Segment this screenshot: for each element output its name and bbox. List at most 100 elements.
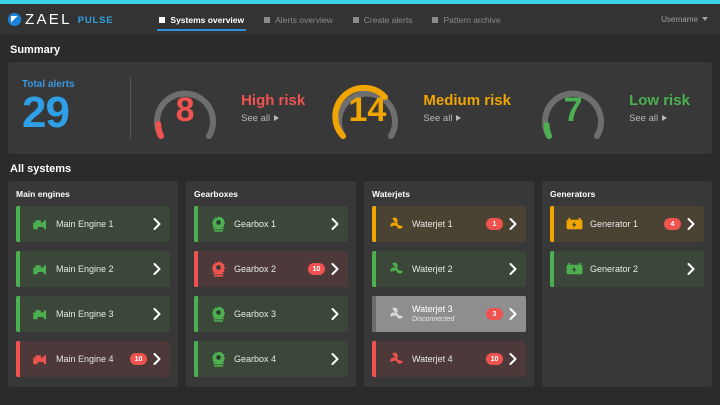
systems-column: Waterjets Waterjet 1 1 Waterjet 2 Waterjet 3… xyxy=(364,181,534,387)
nav-label: Pattern archive xyxy=(443,14,501,25)
propeller-icon xyxy=(382,261,410,278)
see-all-high-risk[interactable]: See all xyxy=(241,113,305,124)
generator-icon xyxy=(560,262,588,277)
status-bar xyxy=(194,296,198,332)
system-row-text: Generator 2 xyxy=(588,264,687,274)
system-row-label: Gearbox 1 xyxy=(234,218,277,229)
alert-count-badge: 10 xyxy=(130,353,147,365)
summary-panel: Total alerts 29 8 High risk See all xyxy=(8,62,712,154)
system-row-text: Gearbox 4 xyxy=(232,354,331,364)
risk-item-medium: 14 Medium risk See all xyxy=(321,72,511,144)
system-row[interactable]: Gearbox 1 xyxy=(194,206,348,242)
chevron-right-icon[interactable] xyxy=(153,308,162,320)
systems-column-title: Gearboxes xyxy=(194,189,238,199)
chevron-right-icon[interactable] xyxy=(687,218,696,230)
app-logo[interactable]: ZAEL PULSE xyxy=(8,11,113,28)
alert-count-badge: 10 xyxy=(486,353,503,365)
status-bar xyxy=(16,341,20,377)
status-bar xyxy=(372,206,376,242)
square-bullet-icon xyxy=(159,16,166,23)
system-row[interactable]: Gearbox 3 xyxy=(194,296,348,332)
system-row[interactable]: Waterjet 4 10 xyxy=(372,341,526,377)
system-row[interactable]: Gearbox 2 10 xyxy=(194,251,348,287)
chevron-right-icon[interactable] xyxy=(331,263,340,275)
system-row[interactable]: Generator 2 xyxy=(550,251,704,287)
square-bullet-icon xyxy=(264,16,271,23)
engine-icon xyxy=(26,351,54,367)
see-all-low-risk[interactable]: See all xyxy=(629,113,690,124)
main-nav: Systems overview Alerts overview Create … xyxy=(149,8,510,31)
chevron-right-icon[interactable] xyxy=(509,308,518,320)
system-row-text: Waterjet 3 Disconnected xyxy=(410,304,486,323)
chevron-right-icon[interactable] xyxy=(509,218,518,230)
nav-item-pattern-archive[interactable]: Pattern archive xyxy=(422,8,510,31)
total-alerts-value: 29 xyxy=(22,88,70,138)
square-bullet-icon xyxy=(352,16,359,23)
risk-gauges: 8 High risk See all 14 xyxy=(131,72,698,144)
nav-item-alerts-overview[interactable]: Alerts overview xyxy=(254,8,343,31)
gearbox-icon xyxy=(204,215,232,233)
system-row[interactable]: Generator 1 4 xyxy=(550,206,704,242)
system-row[interactable]: Waterjet 2 xyxy=(372,251,526,287)
chevron-right-icon[interactable] xyxy=(331,218,340,230)
status-bar xyxy=(16,251,20,287)
risk-item-high: 8 High risk See all xyxy=(139,72,305,144)
all-systems-title: All systems xyxy=(10,163,72,175)
gauge-low-risk-svg xyxy=(542,90,604,139)
triangle-right-icon xyxy=(274,115,280,122)
risk-label-high: High risk xyxy=(241,92,306,110)
user-menu[interactable]: Username xyxy=(661,15,712,24)
chevron-down-icon xyxy=(702,17,708,21)
chevron-right-icon[interactable] xyxy=(687,263,696,275)
triangle-right-icon xyxy=(662,115,668,122)
system-row-text: Main Engine 3 xyxy=(54,309,153,319)
chevron-right-icon[interactable] xyxy=(153,263,162,275)
gearbox-icon xyxy=(204,305,232,323)
system-row-text: Main Engine 2 xyxy=(54,264,153,274)
gauge-medium-risk-value: 14 xyxy=(348,90,387,129)
system-row[interactable]: Main Engine 1 xyxy=(16,206,170,242)
chevron-right-icon[interactable] xyxy=(153,353,162,365)
system-row[interactable]: Main Engine 3 xyxy=(16,296,170,332)
system-row[interactable]: Main Engine 2 xyxy=(16,251,170,287)
engine-icon xyxy=(26,261,54,277)
system-row-label: Waterjet 4 xyxy=(412,353,453,364)
system-row[interactable]: Main Engine 4 10 xyxy=(16,341,170,377)
alert-count-badge: 3 xyxy=(486,308,503,320)
propeller-icon xyxy=(382,216,410,233)
system-row-label: Waterjet 3 xyxy=(412,304,453,315)
triangle-right-icon xyxy=(456,115,462,122)
systems-grid: Main engines Main Engine 1 Main Engine 2 Ma… xyxy=(8,181,712,387)
gauge-high-risk-svg xyxy=(154,90,216,139)
system-row[interactable]: Waterjet 3 Disconnected 3 xyxy=(372,296,526,332)
zael-mark-icon xyxy=(8,12,21,26)
nav-label: Alerts overview xyxy=(275,14,333,25)
chevron-right-icon[interactable] xyxy=(331,353,340,365)
chevron-right-icon[interactable] xyxy=(509,353,518,365)
nav-item-create-alerts[interactable]: Create alerts xyxy=(343,8,423,31)
see-all-label: See all xyxy=(423,112,453,124)
chevron-right-icon[interactable] xyxy=(509,263,518,275)
nav-item-systems-overview[interactable]: Systems overview xyxy=(149,8,254,31)
system-row-text: Gearbox 2 xyxy=(232,264,308,274)
gauge-high-risk: 8 xyxy=(139,72,231,144)
status-bar xyxy=(372,296,376,332)
see-all-medium-risk[interactable]: See all xyxy=(423,113,511,124)
system-row[interactable]: Gearbox 4 xyxy=(194,341,348,377)
alert-count-badge: 4 xyxy=(664,218,681,230)
system-row-label: Gearbox 2 xyxy=(234,263,277,274)
see-all-label: See all xyxy=(629,112,659,124)
summary-title: Summary xyxy=(10,44,61,56)
total-alerts-label: Total alerts xyxy=(22,79,75,91)
logo-primary-text: ZAEL xyxy=(25,10,72,28)
system-row-label: Waterjet 2 xyxy=(412,263,453,274)
app-header: ZAEL PULSE Systems overview Alerts overv… xyxy=(0,4,720,34)
chevron-right-icon[interactable] xyxy=(331,308,340,320)
gauge-medium-risk: 14 xyxy=(321,72,413,144)
summary-divider xyxy=(130,77,131,139)
see-all-label: See all xyxy=(241,112,271,124)
system-row[interactable]: Waterjet 1 1 xyxy=(372,206,526,242)
gauge-medium-risk-svg xyxy=(332,84,399,139)
chevron-right-icon[interactable] xyxy=(153,218,162,230)
system-row-label: Generator 2 xyxy=(590,263,639,274)
